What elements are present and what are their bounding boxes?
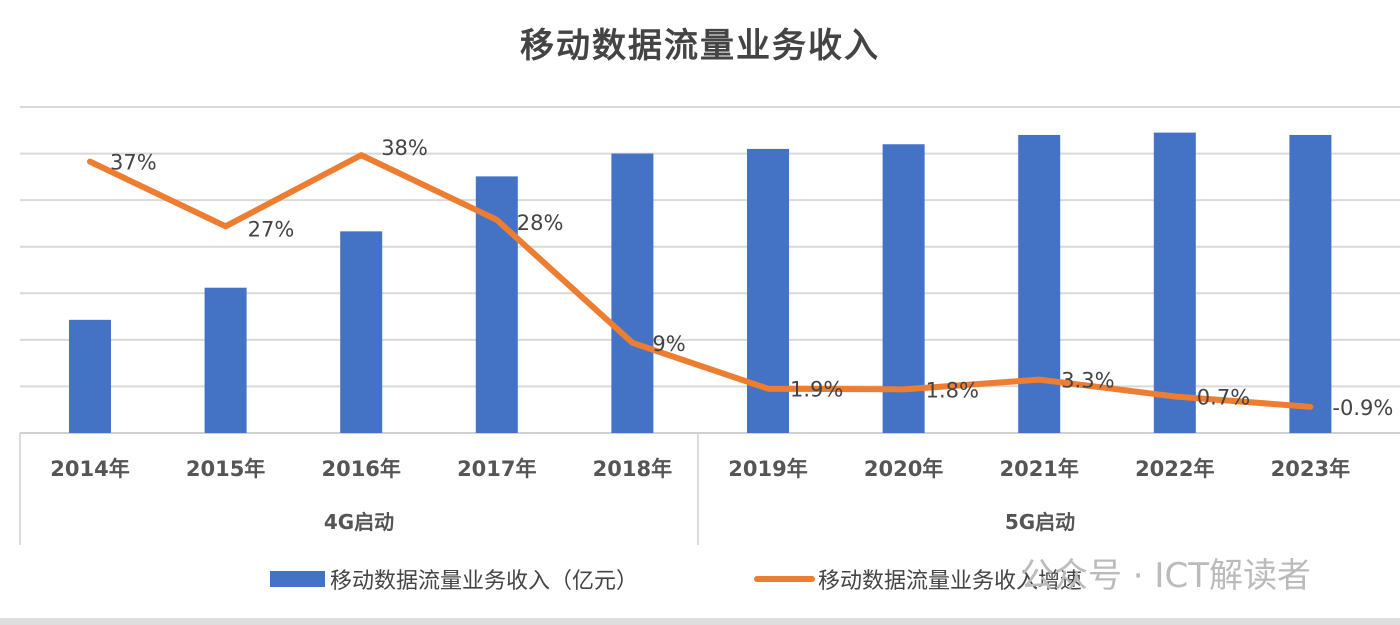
x-tick-label: 2021年: [999, 457, 1078, 481]
bar-2021年: [1018, 134, 1061, 433]
data-label: 9%: [652, 332, 685, 356]
legend-label-line: 移动数据流量业务收入增速: [818, 569, 1082, 594]
bar-2020年: [882, 144, 925, 433]
x-tick-label: 2019年: [728, 457, 807, 481]
x-tick-label: 2015年: [186, 457, 265, 481]
x-tick-label: 2020年: [864, 457, 943, 481]
bar-2018年: [611, 153, 654, 434]
data-label: 27%: [248, 217, 295, 241]
data-label: 1.8%: [926, 378, 979, 402]
bottom-border: [0, 618, 1400, 625]
x-tick-label: 2022年: [1135, 457, 1214, 481]
group-label: 5G启动: [1005, 510, 1075, 534]
data-label: 38%: [381, 136, 428, 160]
x-tick-label: 2023年: [1271, 457, 1350, 481]
bar-2023年: [1289, 134, 1332, 433]
bar-2016年: [340, 231, 383, 433]
bar-2022年: [1153, 132, 1196, 433]
x-tick-label: 2014年: [50, 457, 129, 481]
data-label: 3.3%: [1061, 369, 1114, 393]
chart-title: 移动数据流量业务收入: [520, 26, 880, 66]
data-label: 1.9%: [790, 378, 843, 402]
data-label: 37%: [110, 151, 157, 175]
bar-2015年: [204, 287, 247, 433]
x-tick-label: 2017年: [457, 457, 536, 481]
watermark: 公众号 · ICT解读者: [1020, 556, 1311, 596]
legend-bar-swatch: [270, 571, 325, 587]
data-label: 28%: [517, 211, 564, 235]
legend-label-bar: 移动数据流量业务收入（亿元）: [330, 569, 638, 594]
data-label: -0.9%: [1332, 396, 1393, 420]
x-tick-label: 2018年: [593, 457, 672, 481]
bar-2014年: [69, 319, 111, 433]
x-tick-label: 2016年: [321, 457, 400, 481]
growth-line: [87, 152, 1314, 410]
group-label: 4G启动: [324, 510, 394, 534]
data-label: 0.7%: [1197, 385, 1250, 409]
